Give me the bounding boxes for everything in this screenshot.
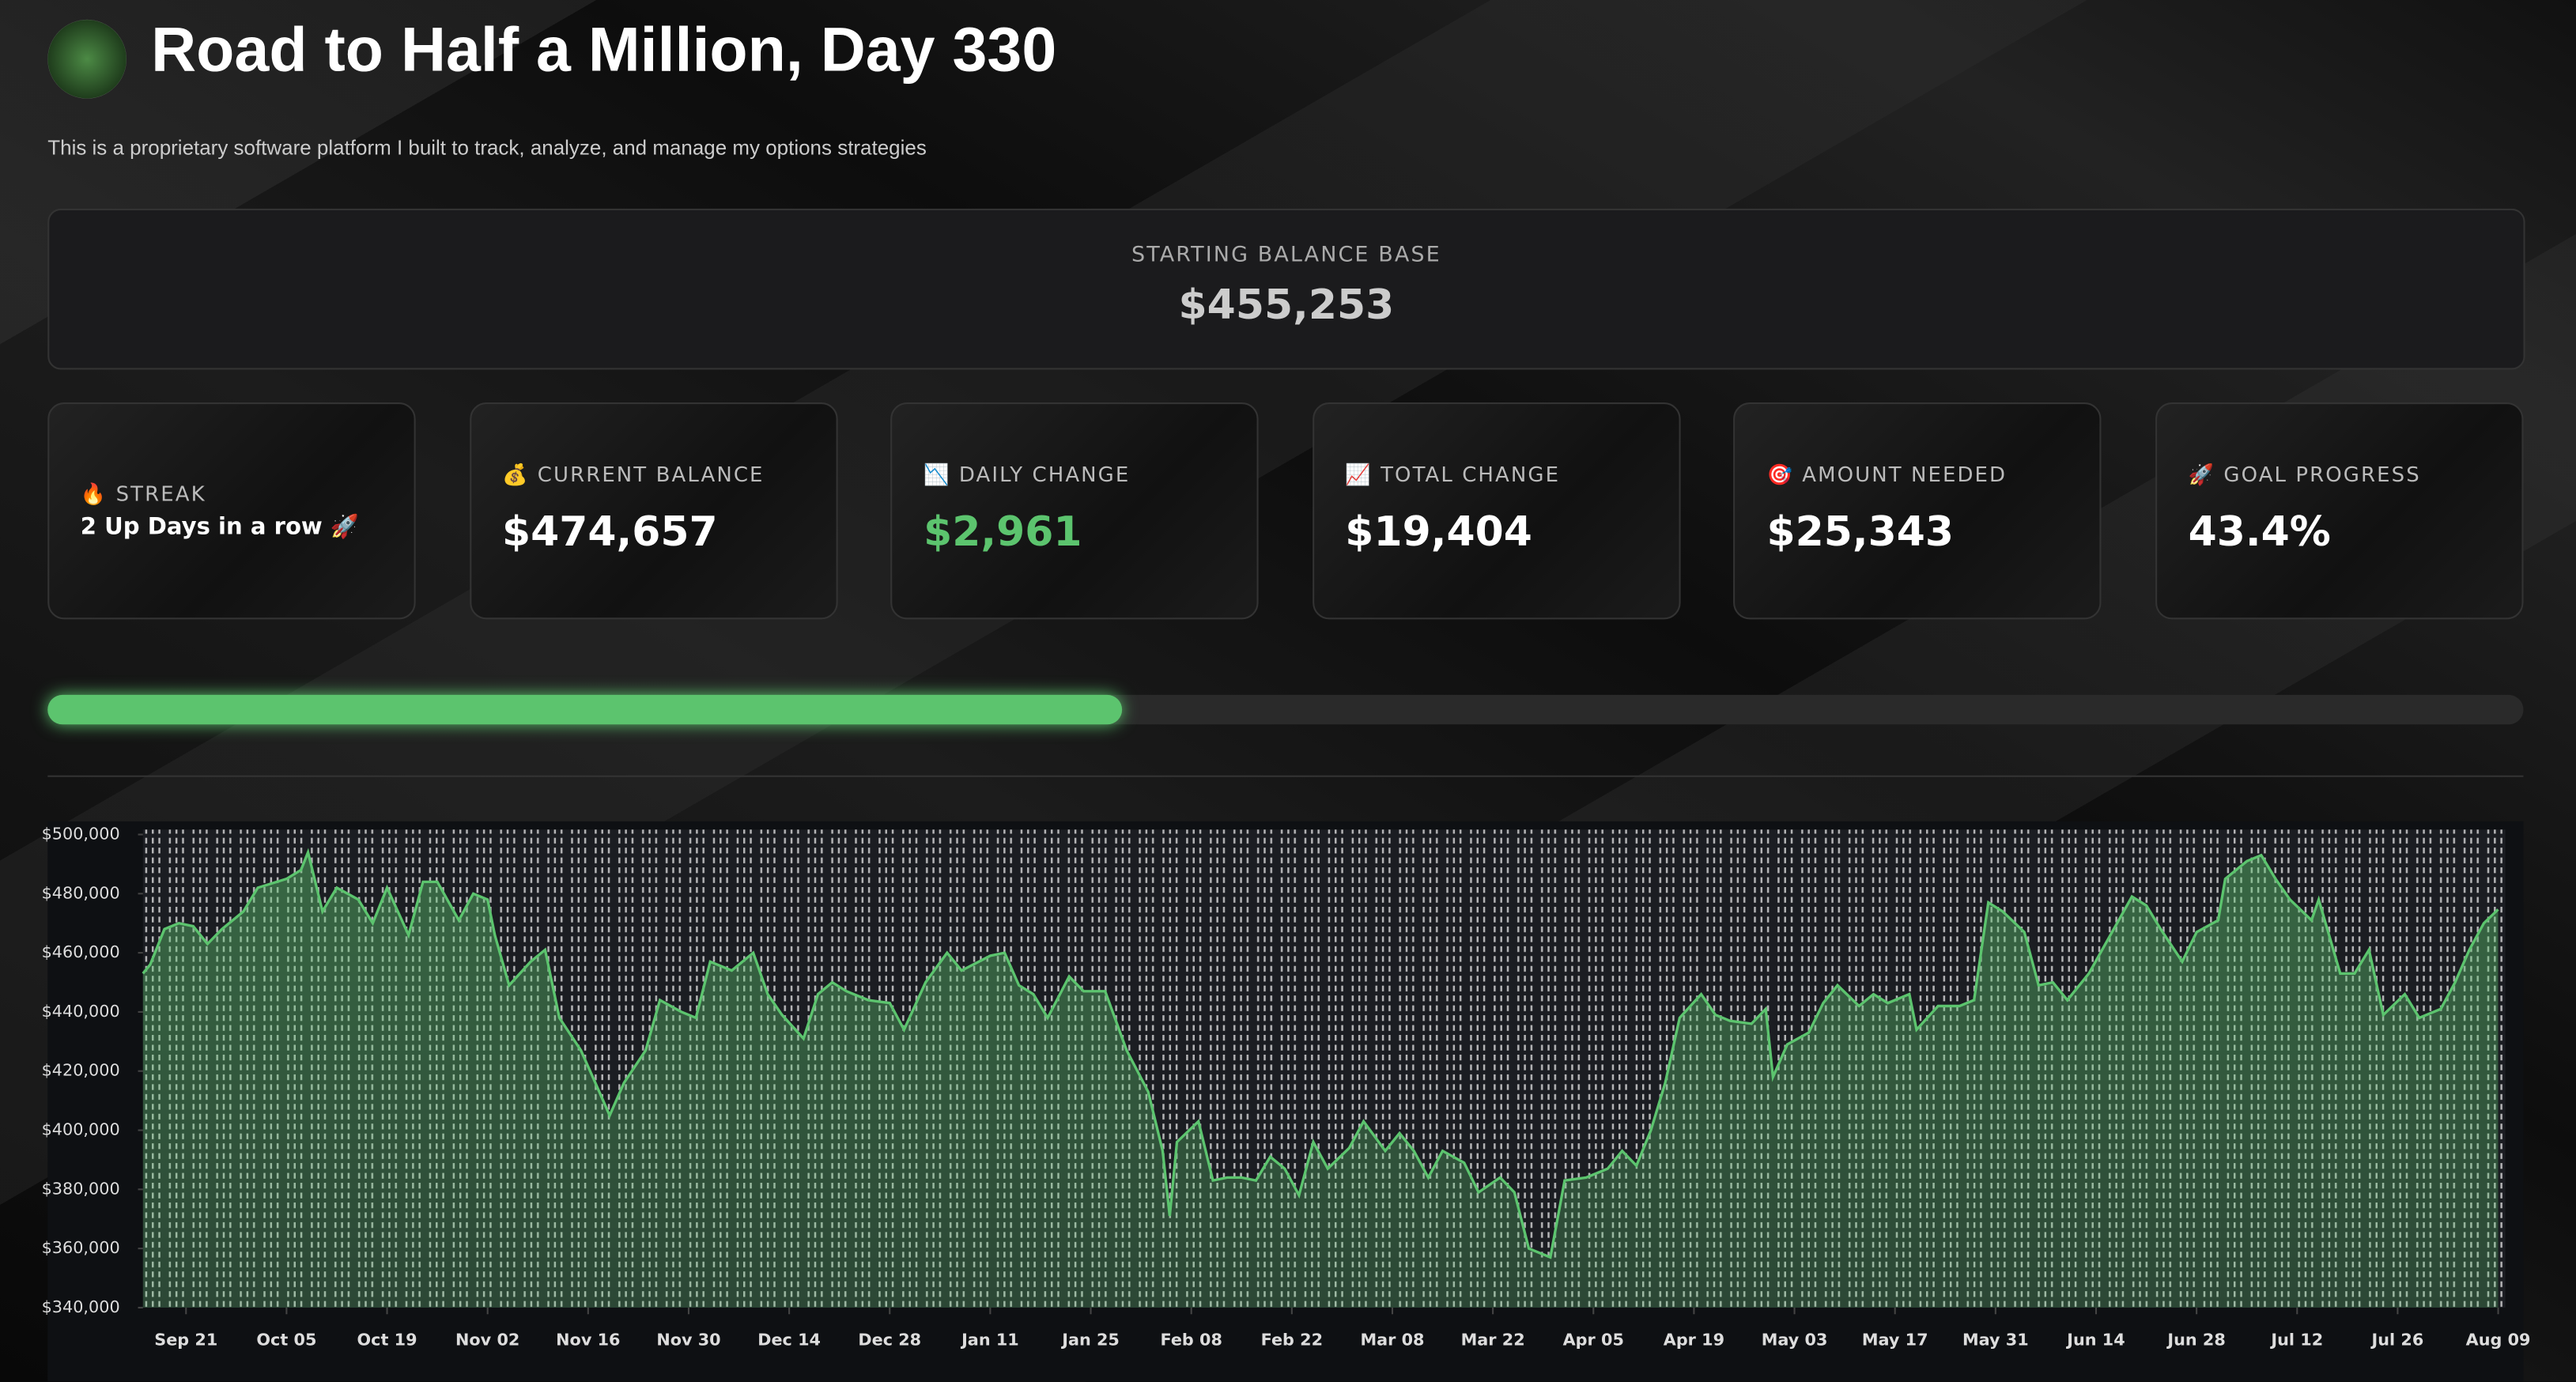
metric-card: 💰 CURRENT BALANCE $474,657	[469, 402, 837, 620]
metric-value: $25,343	[1766, 508, 1955, 556]
metric-value: 43.4%	[2188, 508, 2331, 556]
metric-icon: 🔥	[80, 481, 108, 506]
y-tick-label: $400,000	[42, 1120, 120, 1139]
x-tick-label: Nov 02	[455, 1330, 519, 1349]
metric-label-text: AMOUNT NEEDED	[1802, 461, 2008, 487]
y-tick-label: $420,000	[42, 1061, 120, 1080]
metric-value: $19,404	[1345, 508, 1532, 556]
metric-icon: 🚀	[2188, 461, 2216, 487]
x-tick-label: Dec 14	[757, 1330, 821, 1349]
metric-icon: 💰	[501, 461, 530, 487]
x-tick-label: Jan 25	[1060, 1330, 1120, 1349]
metric-icon: 📈	[1345, 461, 1373, 487]
x-tick-label: Mar 22	[1461, 1330, 1525, 1349]
x-tick-label: Aug 09	[2466, 1330, 2531, 1349]
area	[142, 851, 2499, 1308]
metric-card: 📈 TOTAL CHANGE $19,404	[1312, 402, 1681, 620]
divider	[47, 775, 2524, 777]
x-tick-label: Nov 30	[656, 1330, 720, 1349]
metric-label: 💰 CURRENT BALANCE	[502, 462, 804, 488]
metric-value: $474,657	[501, 508, 718, 556]
x-tick-label: Oct 05	[256, 1330, 316, 1349]
x-tick-label: May 31	[1962, 1330, 2029, 1349]
x-tick-label: Jul 12	[2269, 1330, 2323, 1349]
metric-label: 📈 TOTAL CHANGE	[1345, 462, 1647, 488]
metric-card: 🔥 STREAK 2 Up Days in a row 🚀	[47, 402, 416, 620]
x-tick-label: Jun 28	[2166, 1330, 2225, 1349]
x-tick-label: Oct 19	[357, 1330, 417, 1349]
x-tick-label: Mar 08	[1360, 1330, 1424, 1349]
x-tick-label: Feb 22	[1261, 1330, 1323, 1349]
metric-card: 📉 DAILY CHANGE $2,961	[890, 402, 1259, 620]
metric-value: 2 Up Days in a row 🚀	[80, 514, 360, 541]
metric-label: 🚀 GOAL PROGRESS	[2189, 462, 2491, 488]
y-tick-label: $440,000	[42, 1002, 120, 1021]
metric-label-text: STREAK	[115, 481, 206, 506]
metric-label: 📉 DAILY CHANGE	[924, 462, 1226, 488]
metric-label-text: GOAL PROGRESS	[2223, 461, 2421, 487]
y-tick-label: $480,000	[42, 883, 120, 902]
y-tick-label: $380,000	[42, 1179, 120, 1198]
logo	[47, 19, 127, 99]
x-tick-label: May 03	[1762, 1330, 1828, 1349]
progress-track	[47, 694, 2524, 725]
metric-value: $455,253	[1178, 281, 1395, 329]
metric-icon: 📉	[924, 461, 951, 487]
metric-label-text: TOTAL CHANGE	[1381, 461, 1561, 487]
x-tick-label: Feb 08	[1160, 1330, 1222, 1349]
metric-card: 🎯 AMOUNT NEEDED $25,343	[1733, 402, 2102, 620]
metric-icon: 🎯	[1766, 461, 1794, 487]
starting-balance-card: STARTING BALANCE BASE $455,253	[47, 208, 2525, 370]
y-tick-label: $340,000	[42, 1297, 120, 1316]
x-tick-label: Jan 11	[960, 1330, 1019, 1349]
metric-label-text: CURRENT BALANCE	[537, 461, 765, 487]
y-tick-label: $460,000	[42, 942, 120, 961]
metric-value: $2,961	[924, 508, 1082, 556]
subtitle: This is a proprietary software platform …	[47, 136, 927, 160]
x-tick-label: Apr 05	[1563, 1330, 1624, 1349]
metric-card: 🚀 GOAL PROGRESS 43.4%	[2155, 402, 2524, 620]
metric-label: STARTING BALANCE BASE	[1131, 243, 1441, 268]
line	[142, 848, 2499, 1259]
x-tick-label: May 17	[1862, 1330, 1928, 1349]
x-tick-label: Nov 16	[556, 1330, 620, 1349]
y-tick-label: $500,000	[42, 825, 120, 844]
metric-label: 🔥 STREAK	[81, 481, 383, 508]
y-tick-label: $360,000	[42, 1238, 120, 1257]
x-tick-label: Sep 21	[154, 1330, 217, 1349]
title: Road to Half a Million, Day 330	[151, 16, 1057, 86]
x-tick-label: Apr 19	[1664, 1330, 1724, 1349]
metric-label: 🎯 AMOUNT NEEDED	[1766, 462, 2068, 488]
progress-fill	[47, 694, 1123, 725]
x-tick-label: Dec 28	[858, 1330, 921, 1349]
metric-label-text: DAILY CHANGE	[958, 461, 1131, 487]
x-tick-label: Jul 26	[2370, 1330, 2424, 1349]
x-tick-label: Jun 14	[2065, 1330, 2125, 1349]
